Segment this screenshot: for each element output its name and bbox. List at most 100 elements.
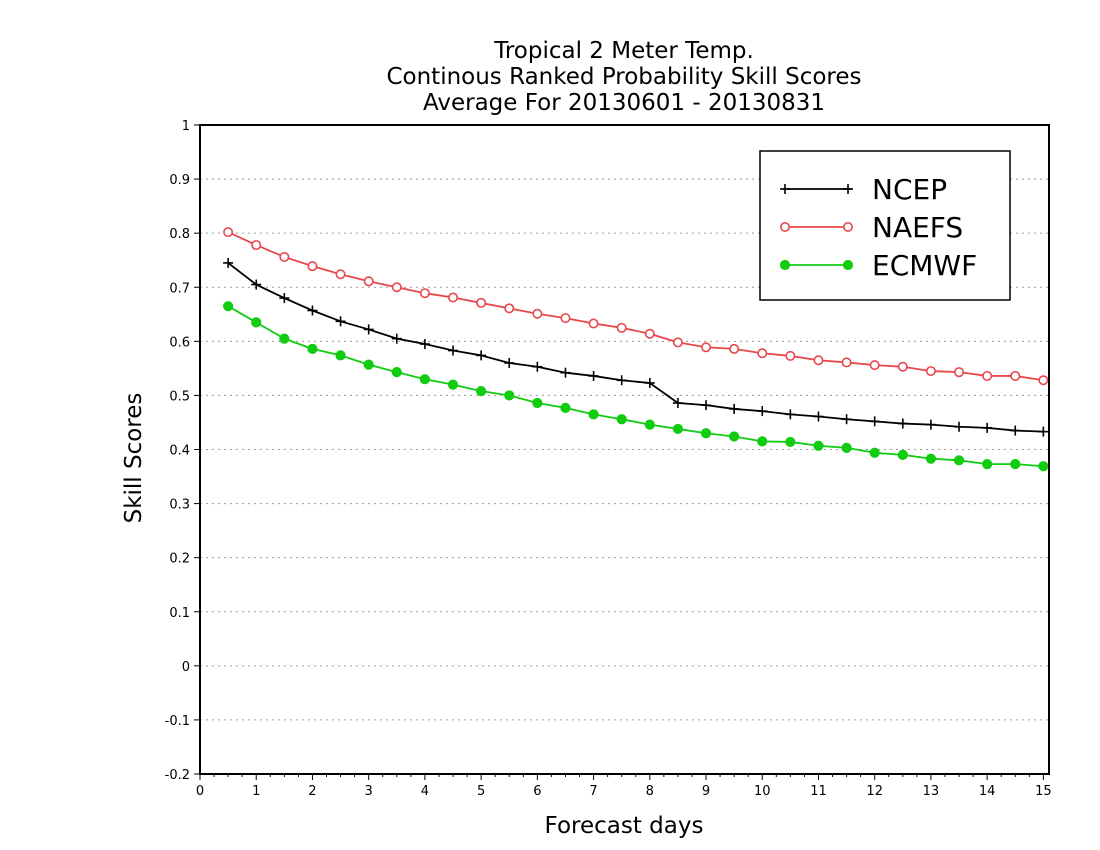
ncep-point [954, 421, 965, 432]
naefs-point [560, 313, 571, 324]
legend-label: NCEP [872, 173, 947, 206]
ncep-point [757, 406, 768, 417]
naefs-point [419, 288, 430, 299]
ecmwf-point [897, 449, 908, 461]
x-tick-label: 6 [533, 784, 541, 799]
naefs-point [897, 361, 908, 372]
ecmwf-point [391, 367, 402, 378]
legend-label: ECMWF [872, 249, 977, 282]
ecmwf-point [419, 374, 431, 385]
legend-marker [779, 222, 790, 233]
ncep-point [419, 339, 430, 350]
naefs-point [588, 318, 599, 329]
y-tick-label: 0.4 [169, 444, 190, 459]
ncep-point [588, 370, 599, 381]
ncep-point [363, 324, 374, 335]
ncep-point [701, 400, 712, 411]
y-axis: -0.2 -0.1 0 0.1 0.2 0.3 0.4 0.5 0.6 0.7 0.8 0.9 1 [165, 119, 200, 783]
x-tick-label: 11 [810, 784, 827, 799]
naefs-point [813, 355, 824, 366]
x-tick-label: 8 [646, 784, 654, 799]
ncep-point [532, 361, 543, 372]
naefs-point [307, 261, 318, 272]
ncep-point [391, 333, 402, 344]
legend-marker [842, 222, 853, 233]
ecmwf-point [785, 436, 796, 448]
ecmwf-point [757, 436, 768, 447]
ncep-point [1038, 426, 1049, 437]
ncep-point [223, 257, 234, 268]
ncep-point [729, 403, 740, 414]
ecmwf-point [532, 397, 543, 409]
ncep-point [335, 316, 346, 327]
ecmwf-point [363, 359, 374, 370]
x-tick-label: 3 [365, 784, 373, 799]
ncep-point [279, 293, 290, 304]
ecmwf-point [982, 459, 993, 470]
naefs-point [925, 366, 936, 377]
x-tick-label: 13 [923, 784, 940, 799]
y-tick-label: 0.5 [169, 389, 190, 404]
ecmwf-point [223, 301, 234, 312]
y-tick-label: 0 [182, 660, 190, 675]
naefs-point [729, 343, 740, 354]
x-tick-label: 7 [589, 784, 597, 799]
ncep-point [1010, 425, 1021, 436]
naefs-point [448, 292, 459, 303]
naefs-point [223, 227, 234, 238]
y-tick-label: 0.8 [169, 227, 190, 242]
naefs-point [701, 342, 712, 353]
ecmwf-point [672, 423, 684, 435]
y-tick-label: 1 [182, 119, 190, 134]
series-ncep [223, 257, 1049, 437]
naefs-point [532, 308, 543, 319]
ecmwf-point [279, 333, 290, 344]
y-tick-label: 0.6 [169, 335, 190, 350]
series-ecmwf [223, 301, 1049, 472]
legend-marker [779, 259, 791, 271]
title-line-2: Continous Ranked Probability Skill Score… [386, 64, 861, 90]
ecmwf-point [700, 428, 712, 439]
naefs-point [391, 282, 402, 293]
ncep-point [869, 416, 880, 427]
legend-label: NAEFS [872, 211, 963, 244]
naefs-point [1010, 370, 1021, 381]
ecmwf-point [644, 419, 655, 430]
x-tick-label: 10 [754, 784, 771, 799]
naefs-point [504, 303, 515, 314]
naefs-point [982, 370, 993, 381]
ecmwf-point [616, 414, 627, 425]
title-line-1: Tropical 2 Meter Temp. [493, 38, 754, 64]
ncep-point [560, 367, 571, 378]
ncep-point [672, 397, 683, 408]
ecmwf-point [588, 409, 599, 420]
ecmwf-point [1010, 459, 1021, 470]
naefs-point [279, 251, 290, 262]
y-tick-label: -0.1 [165, 714, 190, 729]
legend-item-ecmwf: ECMWF [779, 249, 977, 282]
ecmwf-point [476, 385, 487, 397]
ecmwf-point [1038, 461, 1049, 472]
ncep-point [897, 418, 908, 429]
chart-title: Tropical 2 Meter Temp. Continous Ranked … [386, 38, 861, 116]
ncep-point [925, 419, 936, 430]
x-tick-label: 14 [979, 784, 996, 799]
naefs-point [616, 322, 627, 333]
naefs-point [841, 357, 852, 368]
plot-series [223, 227, 1049, 472]
naefs-point [363, 276, 374, 287]
ncep-point [813, 411, 824, 422]
ncep-point [251, 279, 262, 290]
x-axis: 0 1 2 3 4 5 6 7 8 9 10 11 12 13 14 15 [196, 774, 1052, 799]
naefs-point [335, 269, 346, 280]
naefs-point [251, 240, 262, 251]
legend-marker [842, 259, 854, 271]
naefs-point [672, 337, 683, 348]
ncep-point [785, 409, 796, 420]
x-tick-label: 0 [196, 784, 204, 799]
x-tick-label: 1 [252, 784, 260, 799]
ncep-point [841, 414, 852, 425]
x-tick-label: 2 [308, 784, 316, 799]
